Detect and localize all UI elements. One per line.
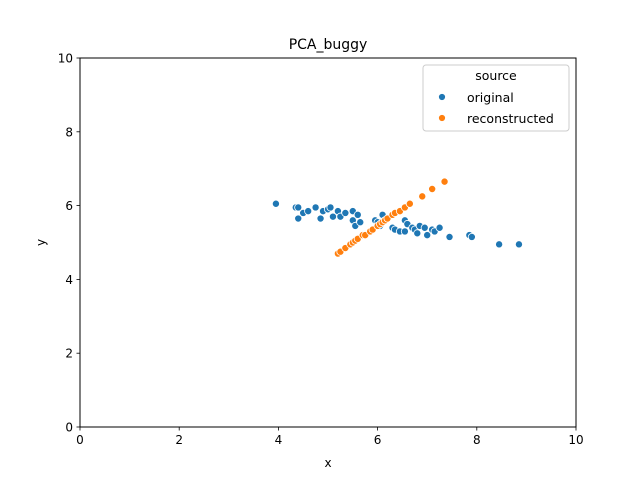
point-original bbox=[341, 208, 350, 217]
legend-title: source bbox=[475, 68, 517, 83]
point-original bbox=[445, 232, 454, 241]
point-original bbox=[356, 218, 365, 227]
legend-marker-reconstructed bbox=[438, 114, 446, 122]
series-reconstructed bbox=[333, 177, 449, 258]
legend-label-original: original bbox=[467, 90, 514, 105]
point-original bbox=[311, 203, 320, 212]
point-original bbox=[423, 231, 432, 240]
x-tick-label: 8 bbox=[473, 433, 481, 447]
y-tick-label: 10 bbox=[58, 52, 73, 66]
y-tick-label: 0 bbox=[65, 421, 73, 435]
legend-label-reconstructed: reconstructed bbox=[467, 111, 554, 126]
x-tick-label: 4 bbox=[275, 433, 283, 447]
x-tick-label: 10 bbox=[568, 433, 583, 447]
point-reconstructed bbox=[428, 184, 437, 193]
y-tick-label: 4 bbox=[65, 273, 73, 287]
point-original bbox=[271, 199, 280, 208]
y-tick-label: 2 bbox=[65, 347, 73, 361]
x-tick-label: 6 bbox=[374, 433, 382, 447]
point-original bbox=[294, 214, 303, 223]
plot-area-frame bbox=[79, 57, 577, 428]
point-original bbox=[420, 223, 429, 232]
point-original bbox=[353, 210, 362, 219]
point-original bbox=[316, 214, 325, 223]
legend: source original reconstructed bbox=[422, 64, 570, 132]
y-tick-label: 8 bbox=[65, 125, 73, 139]
x-tick-label: 0 bbox=[76, 433, 84, 447]
point-reconstructed bbox=[418, 192, 427, 201]
x-tick-label: 2 bbox=[175, 433, 183, 447]
y-tick-label: 6 bbox=[65, 199, 73, 213]
point-original bbox=[467, 232, 476, 241]
point-original bbox=[413, 229, 422, 238]
point-original bbox=[495, 240, 504, 249]
point-original bbox=[326, 203, 335, 212]
point-reconstructed bbox=[405, 199, 414, 208]
point-original bbox=[514, 240, 523, 249]
point-original bbox=[400, 227, 409, 236]
point-original bbox=[294, 203, 303, 212]
chart-title: PCA_buggy bbox=[289, 37, 368, 53]
point-original bbox=[304, 207, 313, 216]
series-original bbox=[271, 199, 523, 249]
legend-box bbox=[422, 64, 570, 132]
y-axis-label: y bbox=[34, 239, 48, 246]
point-reconstructed bbox=[440, 177, 449, 186]
point-original bbox=[435, 223, 444, 232]
x-axis-label: x bbox=[324, 456, 331, 470]
legend-marker-original bbox=[438, 93, 446, 101]
